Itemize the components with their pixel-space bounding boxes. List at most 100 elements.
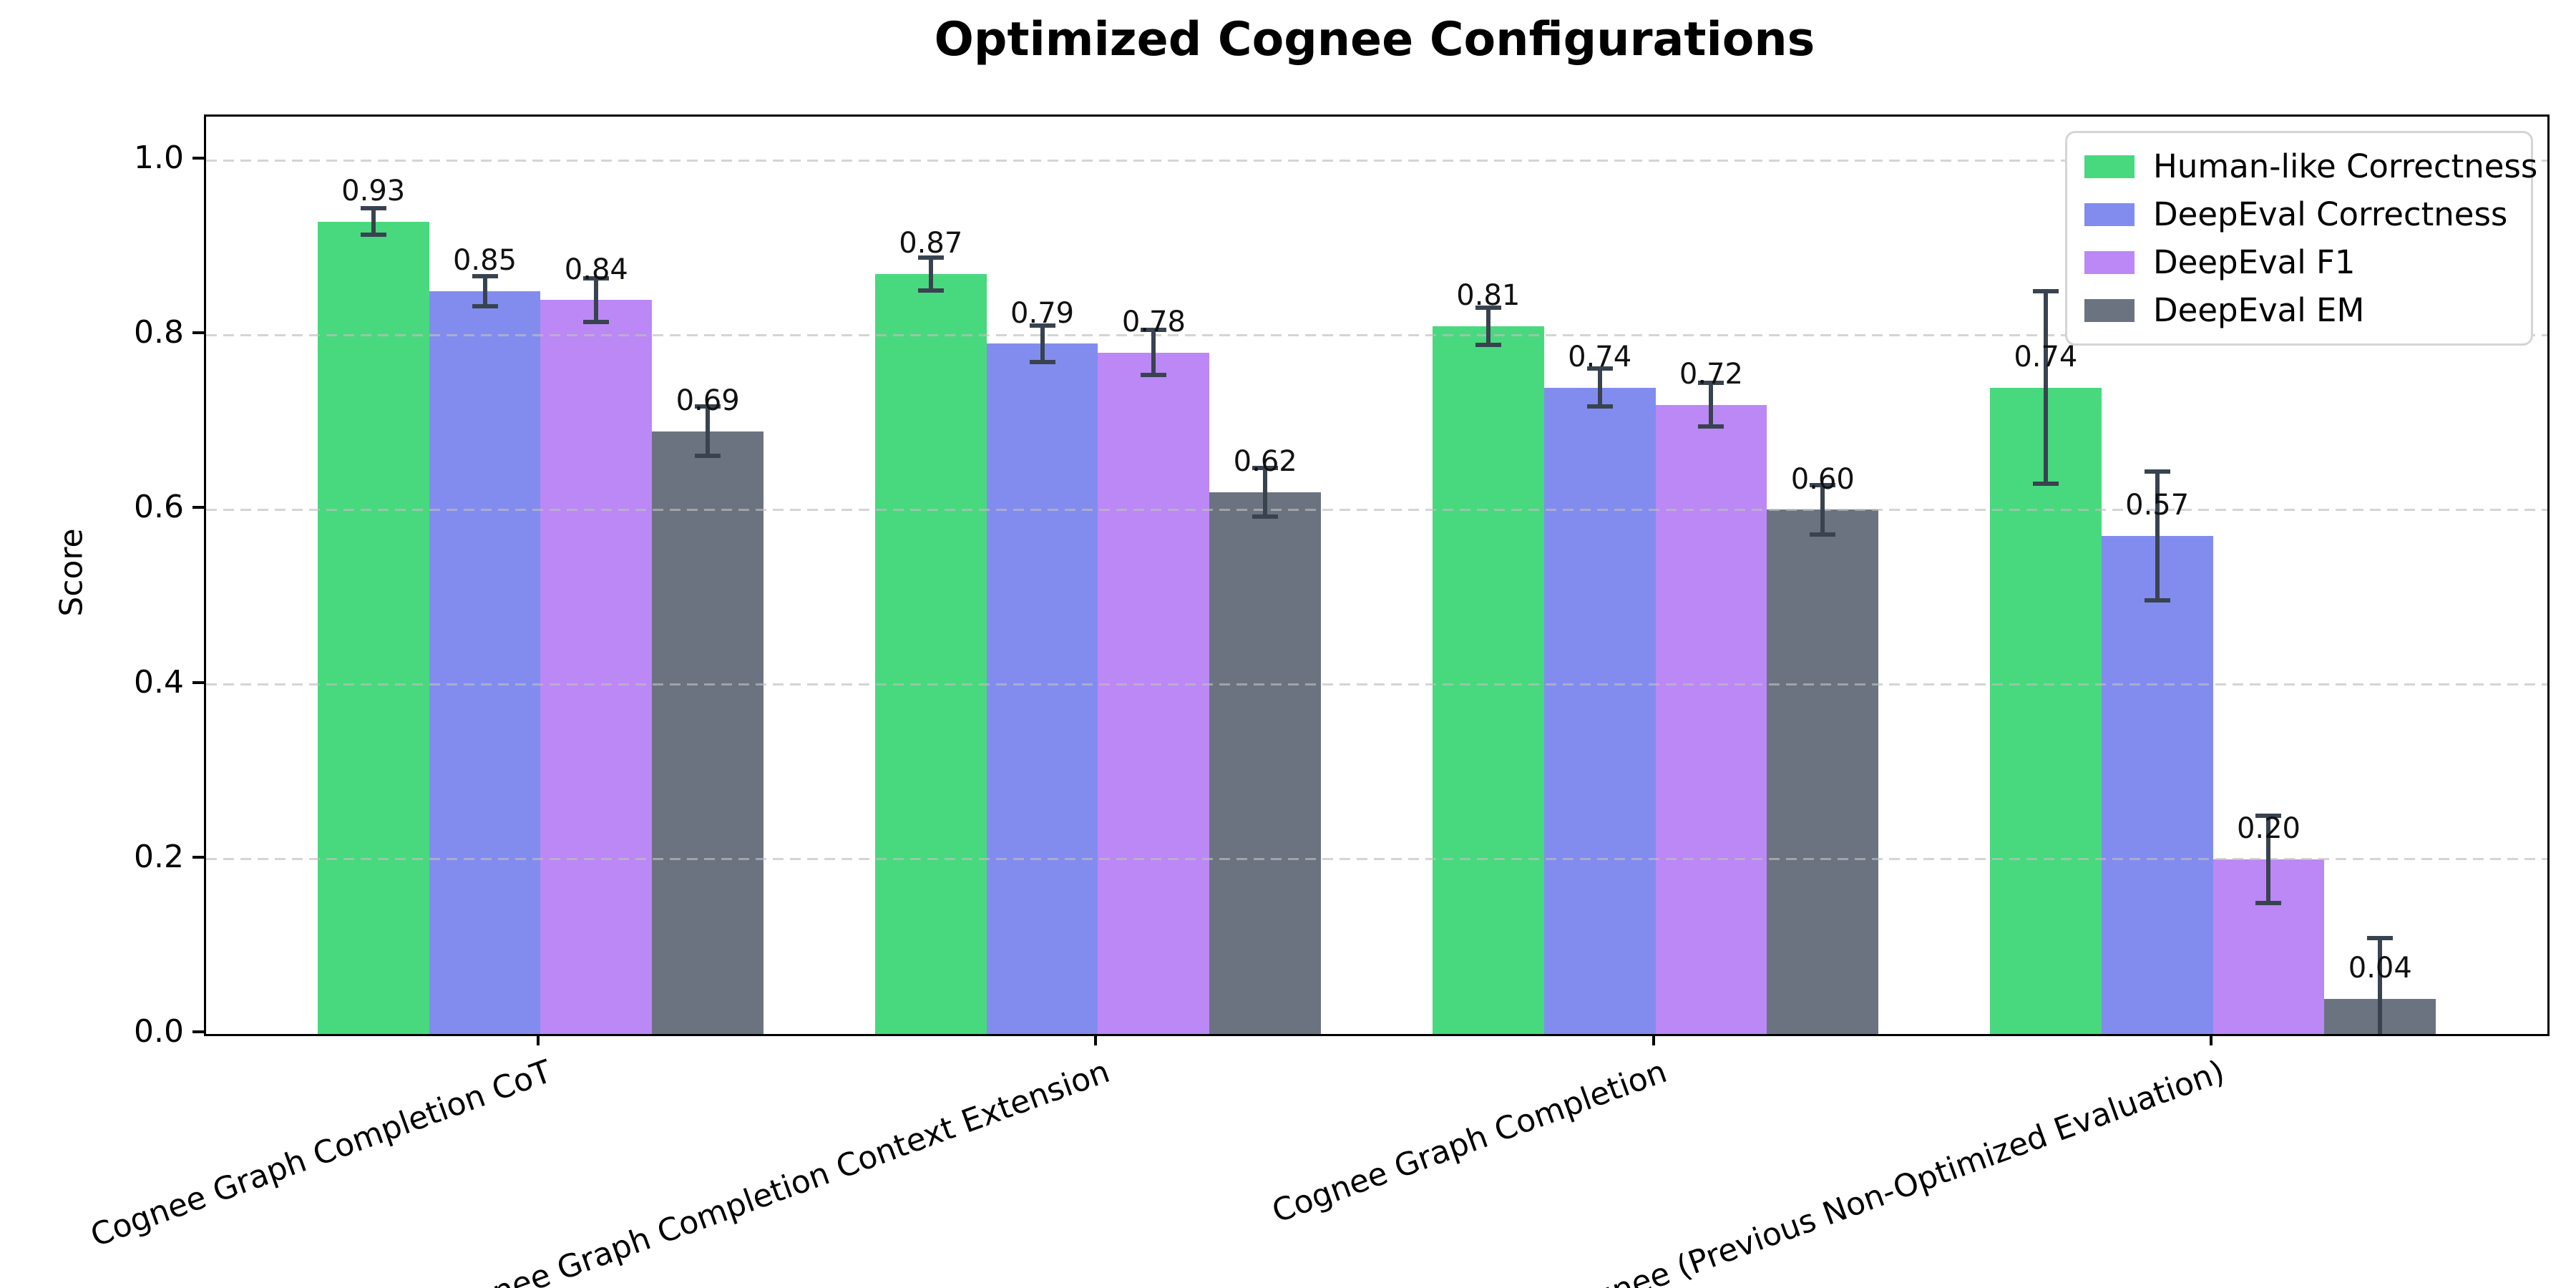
- legend-item: DeepEval EM: [2084, 291, 2514, 329]
- error-bar-line: [1263, 467, 1268, 517]
- bar-value-label: 0.74: [2014, 340, 2078, 374]
- bar: [1989, 387, 2102, 1034]
- y-tick-mark: [192, 855, 204, 859]
- error-bar-cap: [695, 453, 721, 458]
- legend: Human-like Correctness DeepEval Correctne…: [2065, 131, 2537, 346]
- bar: [1767, 509, 1879, 1034]
- error-bar-line: [371, 208, 376, 235]
- bar: [1655, 404, 1767, 1034]
- error-bar-line: [2043, 291, 2048, 484]
- legend-item: DeepEval Correctness: [2084, 195, 2514, 233]
- error-bar-cap: [360, 232, 386, 237]
- error-bar-line: [1485, 308, 1491, 345]
- error-bar-cap: [2144, 598, 2170, 603]
- bar: [1209, 492, 1322, 1034]
- bar-value-label: 0.87: [899, 227, 963, 260]
- bar-value-label: 0.84: [564, 253, 628, 286]
- gridline: [206, 858, 2547, 861]
- error-bar-line: [1820, 485, 1825, 535]
- bar-value-label: 0.85: [452, 244, 517, 278]
- error-bar-cap: [583, 275, 610, 280]
- legend-item: DeepEval F1: [2084, 243, 2514, 281]
- error-bar-cap: [917, 255, 944, 260]
- error-bar-cap: [1029, 323, 1055, 328]
- x-tick-mark: [1094, 1034, 1098, 1045]
- error-bar-cap: [583, 319, 610, 324]
- y-tick-label: 1.0: [134, 140, 184, 177]
- legend-swatch: [2084, 203, 2135, 226]
- bar-value-label: 0.04: [2348, 952, 2412, 985]
- plot-area: 0.93 0.85 0.84 0.69 0.87 0.79 0.78 0.62 0.81 0.74…: [204, 114, 2550, 1036]
- error-bar-cap: [2032, 289, 2059, 294]
- legend-label: Human-like Correctness: [2153, 147, 2538, 185]
- error-bar-cap: [1141, 373, 1167, 378]
- y-tick-mark: [192, 1030, 204, 1033]
- error-bar-cap: [1252, 465, 1279, 470]
- error-bar-cap: [472, 274, 498, 279]
- gridline: [206, 159, 2547, 162]
- bar-value-label: 0.20: [2236, 812, 2301, 846]
- x-tick-label: Cognee Graph Completion: [1267, 1053, 1672, 1231]
- bar-value-label: 0.62: [1233, 445, 1297, 479]
- y-tick-label: 0.6: [134, 489, 184, 526]
- y-tick-mark: [192, 506, 204, 509]
- legend-swatch: [2084, 298, 2135, 322]
- error-bar-cap: [1586, 366, 1613, 371]
- error-bar-cap: [360, 206, 386, 211]
- gridline: [206, 508, 2547, 511]
- bar-value-label: 0.60: [1790, 462, 1855, 496]
- y-tick-label: 0.8: [134, 314, 184, 351]
- error-bar-line: [1040, 325, 1045, 363]
- bar-value-label: 0.93: [341, 174, 406, 208]
- error-bar-line: [2266, 815, 2271, 903]
- bar: [1432, 326, 1544, 1034]
- x-tick-mark: [1652, 1034, 1655, 1045]
- error-bar-cap: [2255, 900, 2282, 905]
- legend-swatch: [2084, 155, 2135, 178]
- x-tick-mark: [2209, 1034, 2212, 1045]
- bar: [874, 273, 987, 1034]
- bar-value-label: 0.74: [1568, 340, 1632, 374]
- y-tick-label: 0.0: [134, 1013, 184, 1050]
- x-tick-mark: [537, 1034, 540, 1045]
- error-bar-line: [2155, 471, 2160, 601]
- error-bar-cap: [2032, 481, 2059, 486]
- error-bar-line: [1151, 329, 1156, 376]
- legend-swatch: [2084, 250, 2135, 274]
- bar: [317, 221, 429, 1034]
- error-bar-cap: [917, 288, 944, 293]
- bar-value-label: 0.69: [675, 384, 740, 417]
- error-bar-line: [706, 406, 711, 456]
- bar: [652, 431, 764, 1034]
- bar: [429, 291, 541, 1034]
- y-tick-label: 0.4: [134, 663, 184, 701]
- y-tick-mark: [192, 680, 204, 684]
- error-bar-cap: [1475, 342, 1501, 347]
- bar-value-label: 0.57: [2125, 489, 2190, 522]
- legend-label: DeepEval Correctness: [2153, 195, 2508, 233]
- bar-value-label: 0.72: [1679, 358, 1743, 391]
- error-bar-line: [594, 278, 599, 322]
- error-bar-cap: [1252, 514, 1279, 519]
- error-bar-cap: [2144, 469, 2170, 474]
- error-bar-cap: [472, 303, 498, 308]
- gridline: [206, 333, 2547, 336]
- error-bar-cap: [1029, 360, 1055, 365]
- error-bar-cap: [695, 404, 721, 409]
- bar-value-label: 0.79: [1010, 296, 1075, 330]
- error-bar-line: [1597, 368, 1602, 407]
- legend-label: DeepEval EM: [2153, 291, 2365, 329]
- bar: [2101, 536, 2213, 1034]
- bar: [1098, 352, 1210, 1034]
- error-bar-cap: [1698, 424, 1724, 429]
- error-bar-cap: [1698, 381, 1724, 386]
- bar: [1543, 387, 1656, 1034]
- y-tick-mark: [192, 331, 204, 335]
- error-bar-cap: [1810, 483, 1836, 488]
- legend-label: DeepEval F1: [2153, 243, 2356, 281]
- bar: [540, 300, 653, 1034]
- error-bar-line: [1709, 383, 1714, 427]
- bar: [986, 343, 1098, 1034]
- bar-value-label: 0.78: [1121, 305, 1186, 338]
